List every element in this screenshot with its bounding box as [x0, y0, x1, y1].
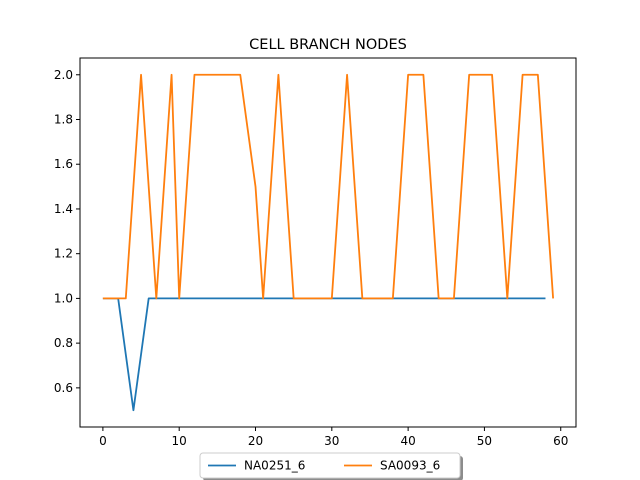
x-tick-label: 50 [477, 434, 492, 448]
y-tick-label: 0.6 [54, 381, 73, 395]
series-line-1 [102, 297, 546, 412]
chart-title: CELL BRANCH NODES [249, 37, 407, 53]
series-line-2 [102, 73, 555, 300]
legend-label-1: NA0251_6 [244, 459, 305, 473]
y-tick-label: 1.6 [54, 157, 73, 171]
plot-area-frame [79, 57, 577, 428]
x-tick-label: 0 [99, 434, 107, 448]
legend-label-2: SA0093_6 [380, 459, 440, 473]
legend-box [199, 452, 461, 479]
x-tick-label: 60 [553, 434, 568, 448]
x-tick-label: 10 [172, 434, 187, 448]
y-tick-label: 1.4 [54, 202, 73, 216]
y-tick-label: 0.8 [54, 336, 73, 350]
x-tick-label: 30 [324, 434, 339, 448]
y-tick-label: 2.0 [54, 68, 73, 82]
series-layer [102, 73, 555, 412]
x-axis: 0 10 20 30 40 50 60 [99, 427, 568, 448]
y-tick-label: 1.0 [54, 291, 73, 305]
x-tick-label: 40 [400, 434, 415, 448]
y-axis: 0.6 0.8 1.0 1.2 1.4 1.6 1.8 2.0 [54, 68, 80, 395]
y-tick-label: 1.8 [54, 113, 73, 127]
x-tick-label: 20 [248, 434, 263, 448]
legend: NA0251_6 SA0093_6 [199, 452, 463, 480]
y-tick-label: 1.2 [54, 247, 73, 261]
